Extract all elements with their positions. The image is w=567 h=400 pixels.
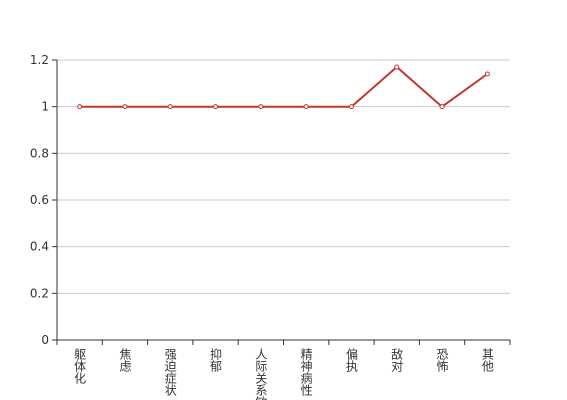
x-tick-label: 躯体化 xyxy=(73,347,87,385)
y-tick-label: 0.8 xyxy=(30,146,49,160)
x-tick-label: 抑郁 xyxy=(209,347,223,373)
y-tick-label: 0.6 xyxy=(30,193,49,207)
point xyxy=(484,71,490,77)
y-tick-label: 1 xyxy=(41,100,49,114)
x-tick-label: 精神病性 xyxy=(299,348,313,397)
point xyxy=(348,104,354,110)
x-tick-label: 敌对 xyxy=(390,347,404,372)
point xyxy=(122,104,128,110)
point xyxy=(167,104,173,110)
series-line xyxy=(79,65,488,108)
x-tick-label: 偏执 xyxy=(344,347,358,373)
point xyxy=(439,104,445,110)
point xyxy=(213,104,219,110)
x-tick-label: 焦虑 xyxy=(118,348,132,372)
point xyxy=(303,104,309,110)
x-tick-label: 人际关系敏感 xyxy=(254,348,268,400)
y-tick-label: 0.4 xyxy=(30,240,49,254)
y-tick-label: 0.2 xyxy=(30,286,49,300)
x-tick-label: 恐怖 xyxy=(435,348,449,372)
point xyxy=(394,64,400,70)
point xyxy=(258,104,264,110)
y-tick-label: 0 xyxy=(41,333,49,347)
point xyxy=(77,104,83,110)
y-tick-label: 1.2 xyxy=(30,53,49,67)
x-tick-label: 其他 xyxy=(480,348,494,372)
x-tick-label: 强迫症状 xyxy=(163,348,177,396)
